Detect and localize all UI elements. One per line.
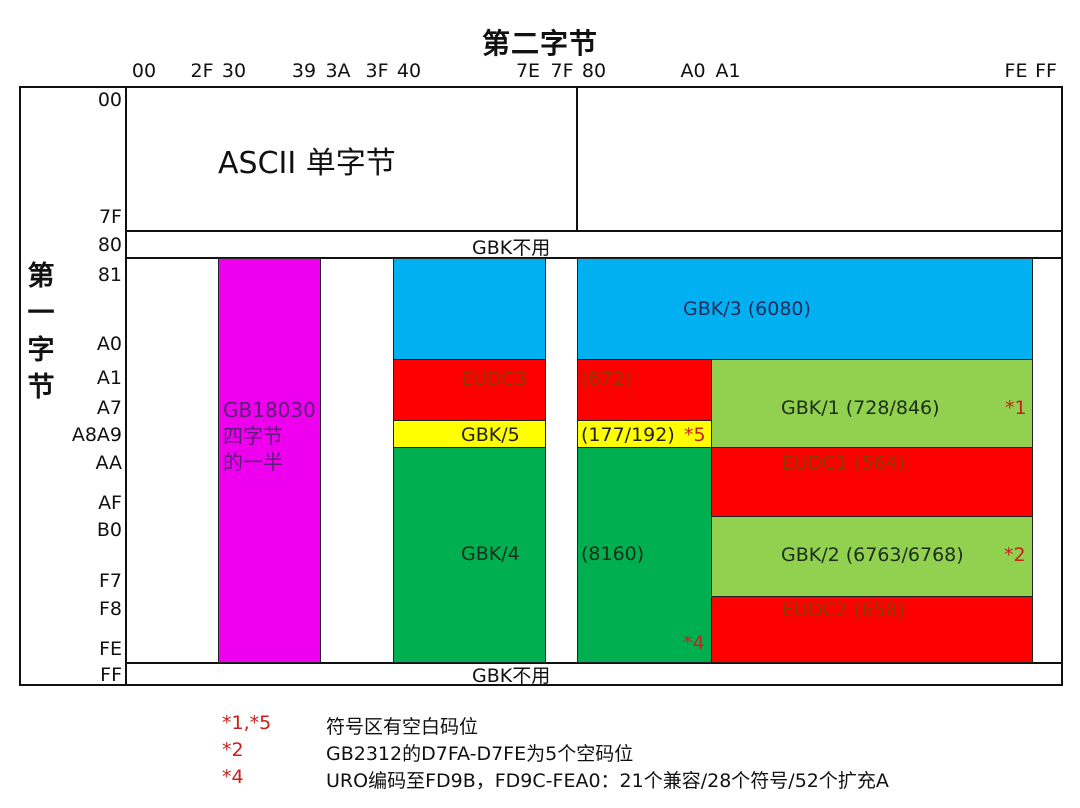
eudc3-region-left [393, 359, 546, 421]
gbk5-count: (177/192) [581, 424, 675, 446]
col-tick: 3F [365, 60, 389, 82]
row-tick: A1 [96, 367, 122, 389]
col-tick: FE [1004, 60, 1028, 82]
side-title-char: 一 [27, 298, 55, 329]
col-tick: 30 [221, 60, 247, 82]
side-title-char: 字 [27, 335, 55, 366]
row-tick: B0 [96, 519, 122, 541]
col-tick: 3A [325, 60, 351, 82]
gbk2-region [711, 516, 1033, 597]
row-tick: AA [95, 452, 122, 474]
col-tick: 39 [291, 60, 317, 82]
eudc1-label: EUDC1 (564) [782, 452, 906, 474]
gb18030-label: GB18030 四字节 的一半 [223, 397, 316, 475]
row-tick: AF [98, 492, 122, 514]
ascii-label: ASCII 单字节 [218, 146, 396, 181]
row-tick: F7 [98, 570, 122, 592]
footnote-text: URO编码至FD9B，FD9C-FEA0：21个兼容/28个符号/52个扩充A [326, 770, 889, 792]
row-tick: 81 [97, 264, 122, 286]
first-byte-title: 第 一 字 节 [26, 258, 56, 406]
row-tick: 00 [97, 89, 122, 111]
gbk-unused-bottom-label: GBK不用 [472, 665, 551, 687]
row-tick: A0 [96, 333, 122, 355]
footnote-code: *1,*5 [222, 712, 272, 734]
footnote-text: 符号区有空白码位 [326, 716, 479, 738]
row-tick: FF [100, 664, 122, 686]
row-tick: A7 [96, 397, 122, 419]
side-title-char: 第 [27, 261, 55, 292]
col-tick: 80 [581, 60, 607, 82]
row-tick: 80 [97, 234, 122, 256]
row-tick: FE [99, 638, 122, 660]
eudc3-label: EUDC3 [461, 368, 527, 390]
col-tick: FF [1035, 60, 1057, 82]
gbk1-note-mark: *1 [1005, 397, 1027, 419]
row-tick: F8 [98, 598, 122, 620]
gbk4-note-mark: *4 [683, 632, 705, 654]
gb18030-label-line: 的一半 [223, 450, 283, 474]
gbk-unused-top-label: GBK不用 [472, 237, 551, 259]
footnote-code: *2 [222, 739, 244, 761]
gbk5-note-mark: *5 [684, 424, 706, 446]
gbk4-region-right [577, 447, 712, 663]
gbk2-label: GBK/2 (6763/6768) [781, 544, 964, 566]
divider-line [125, 230, 1063, 232]
second-byte-title: 第二字节 [481, 27, 598, 60]
gbk4-label: GBK/4 [461, 543, 520, 565]
gb18030-label-line: 四字节 [223, 424, 283, 448]
eudc3-count: (672) [581, 368, 633, 390]
gbk4-region-left [393, 447, 546, 663]
gbk1-region [711, 359, 1033, 448]
eudc3-region-right [577, 359, 712, 421]
gbk1-label: GBK/1 (728/846) [781, 397, 940, 419]
gbk5-label: GBK/5 [461, 424, 520, 446]
side-title-char: 节 [27, 372, 55, 403]
eudc2-label: EUDC2 (658) [782, 599, 906, 621]
col-tick: 7E [515, 60, 541, 82]
gb18030-region: GB18030 四字节 的一半 [218, 258, 321, 663]
row-label-divider [125, 86, 127, 686]
col-tick: 40 [396, 60, 422, 82]
row-tick: A8A9 [71, 424, 122, 446]
gbk4-count: (8160) [581, 543, 645, 565]
gbk3-label: GBK/3 (6080) [683, 298, 811, 320]
ascii-divider [576, 86, 578, 232]
col-tick: A1 [715, 60, 741, 82]
gbk3-region-left [393, 258, 546, 360]
gbk3-region-right [577, 258, 1033, 360]
row-tick: 7F [98, 206, 122, 228]
footnote-code: *4 [222, 766, 244, 788]
col-tick: 2F [190, 60, 214, 82]
col-tick: A0 [680, 60, 706, 82]
gbk5-region-right [577, 420, 712, 448]
gb18030-label-line: GB18030 [223, 398, 316, 422]
eudc2-region [711, 596, 1033, 663]
col-tick: 00 [131, 60, 157, 82]
col-tick: 7F [550, 60, 574, 82]
footnote-text: GB2312的D7FA-D7FE为5个空码位 [326, 743, 634, 765]
gbk2-note-mark: *2 [1004, 544, 1026, 566]
outer-frame [19, 86, 1063, 686]
divider-line [125, 662, 1063, 664]
